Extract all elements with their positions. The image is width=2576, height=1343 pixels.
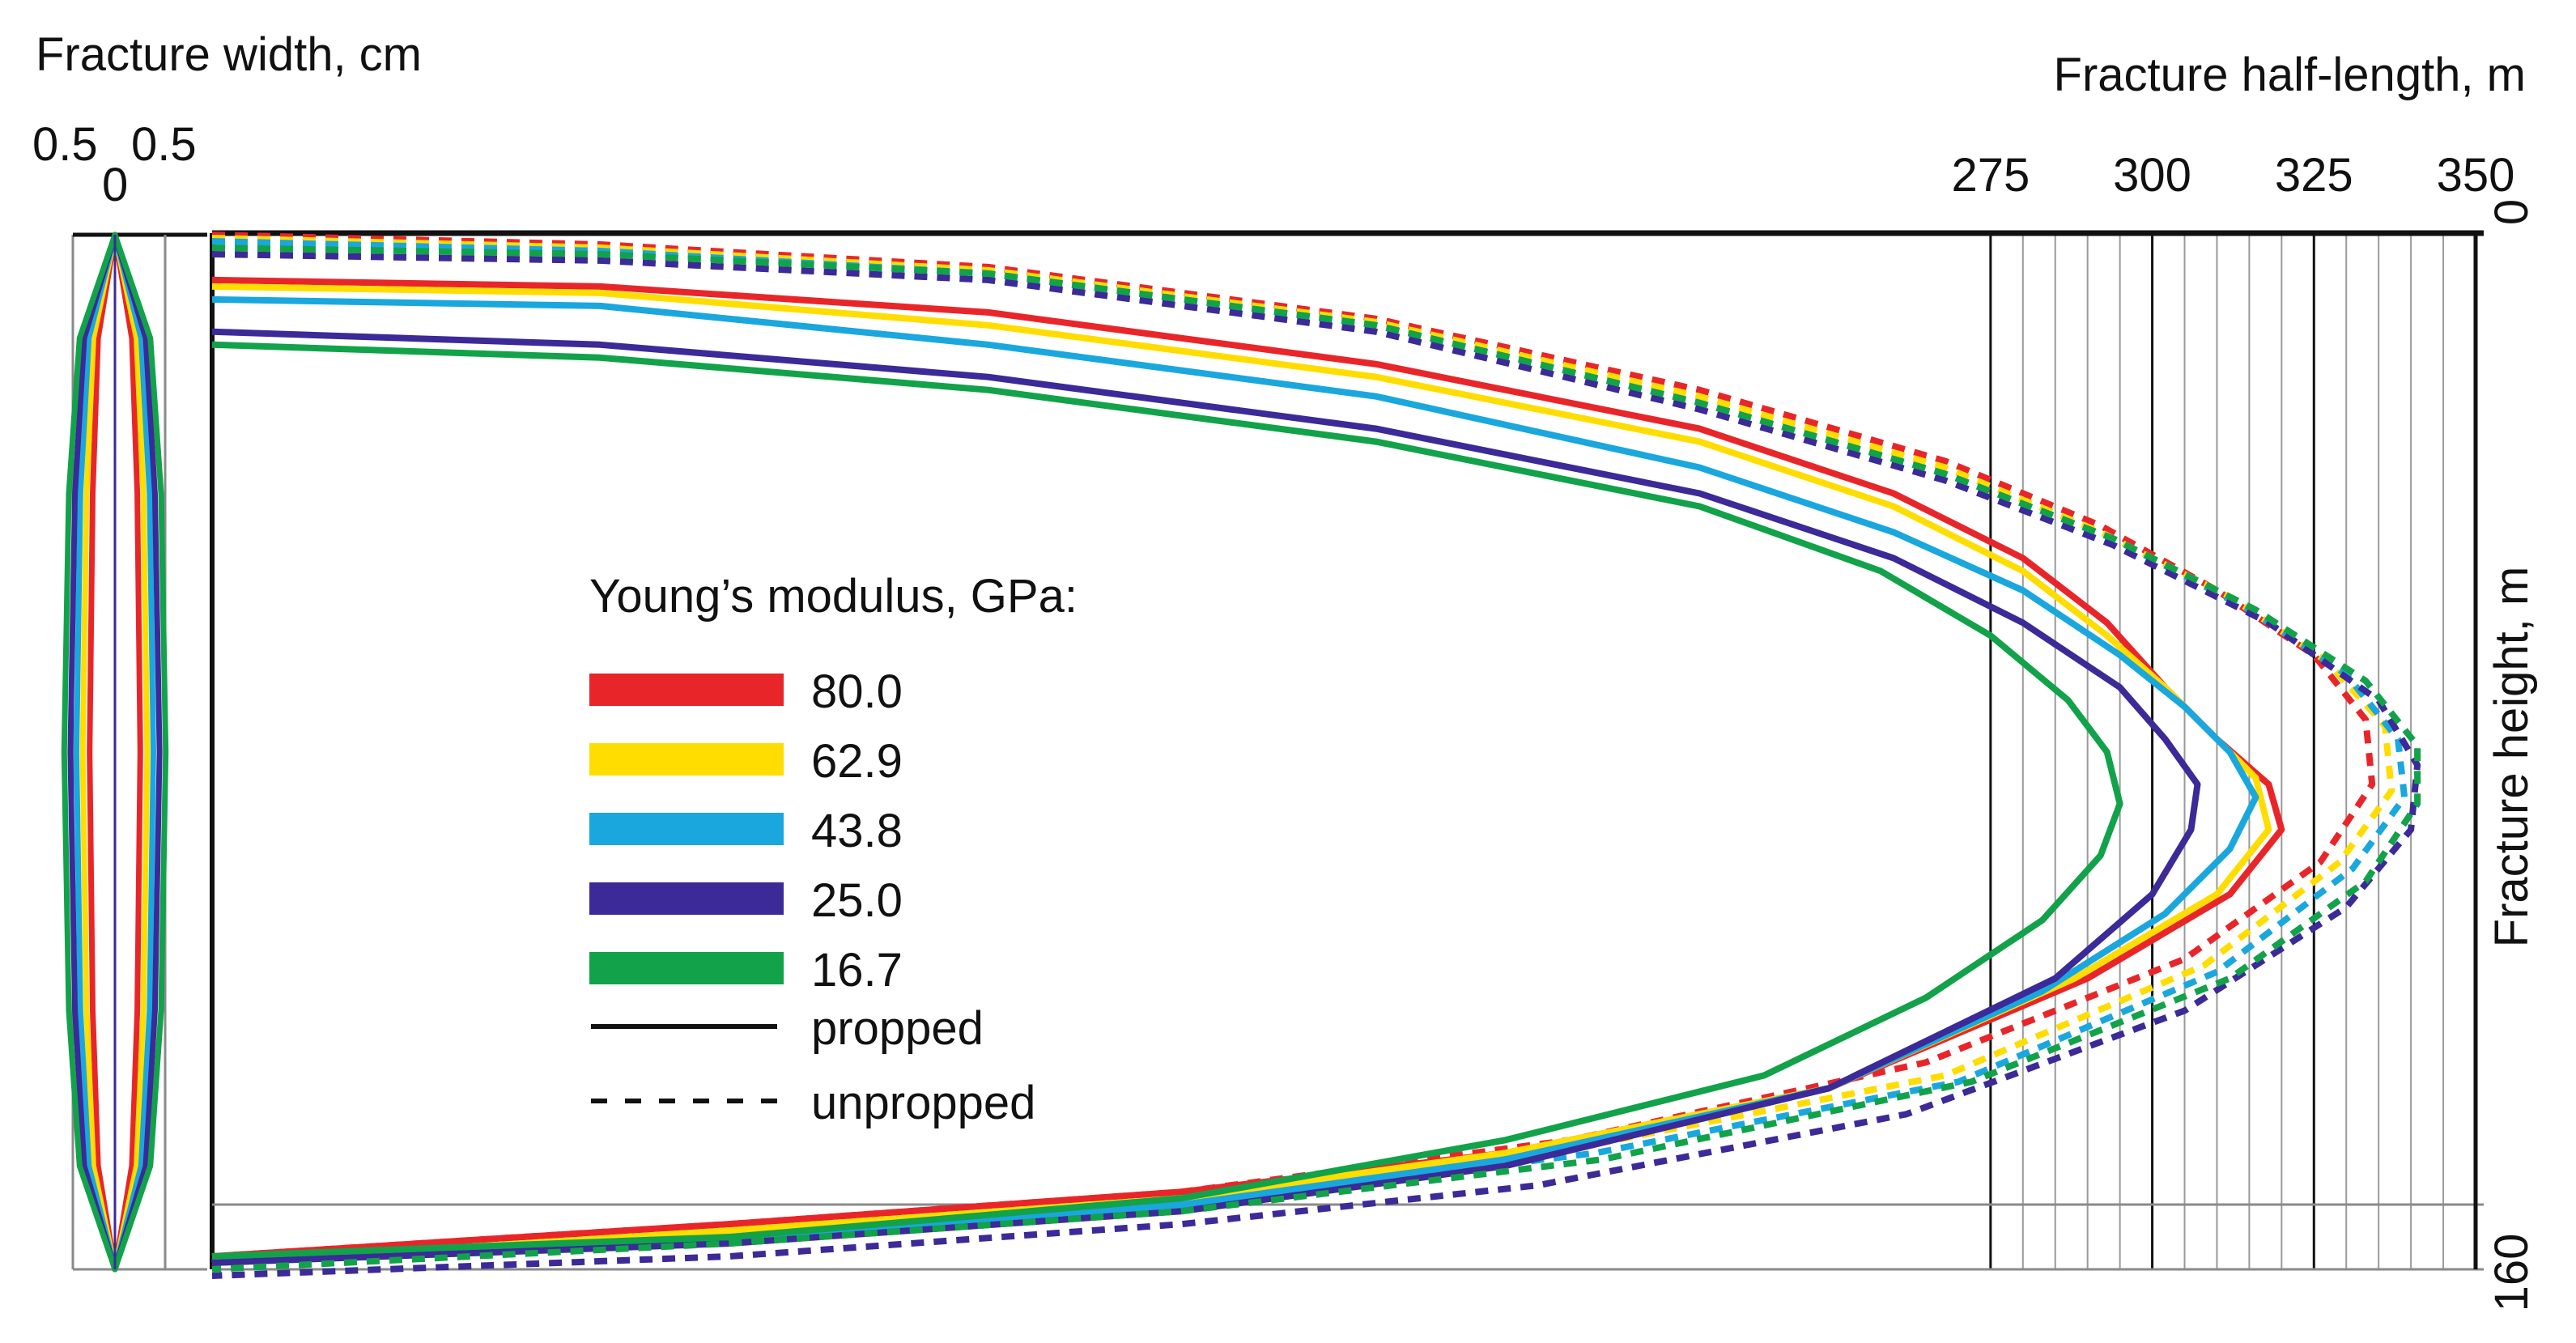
legend-label-80.0: 80.0 bbox=[811, 665, 903, 718]
x-tick-labels: 275 300 325 350 bbox=[1951, 149, 2514, 202]
y-tick-0: 0 bbox=[2485, 199, 2538, 225]
legend-swatch-25.0 bbox=[589, 882, 784, 915]
legend-swatch-62.9 bbox=[589, 743, 784, 776]
series-80.0-unpropped bbox=[211, 232, 2376, 1260]
x-axis-label: Fracture half-length, m bbox=[2054, 49, 2526, 101]
series-lines bbox=[211, 232, 2421, 1279]
series-43.8-propped bbox=[211, 295, 2259, 1266]
width-tick-right: 0.5 bbox=[131, 118, 197, 171]
width-profiles bbox=[61, 232, 169, 1273]
legend: Young’s modulus, GPa: 80.0 62.9 43.8 25.0 16… bbox=[589, 570, 1078, 1129]
legend-swatch-16.7 bbox=[589, 952, 784, 984]
legend-title: Young’s modulus, GPa: bbox=[589, 570, 1078, 623]
x-tick-label-325: 325 bbox=[2275, 149, 2353, 202]
legend-label-16.7: 16.7 bbox=[811, 944, 903, 997]
legend-label-62.9: 62.9 bbox=[811, 735, 903, 788]
main-grid bbox=[1989, 235, 2477, 1269]
series-25.0-unpropped bbox=[211, 251, 2421, 1279]
x-tick-label-300: 300 bbox=[2113, 149, 2191, 202]
legend-swatch-43.8 bbox=[589, 813, 784, 845]
series-16.7-unpropped bbox=[211, 244, 2421, 1273]
legend-swatch-80.0 bbox=[589, 674, 784, 706]
legend-label-43.8: 43.8 bbox=[811, 805, 903, 857]
y-tick-160: 160 bbox=[2485, 1234, 2538, 1312]
legend-unpropped-label: unpropped bbox=[811, 1077, 1035, 1129]
series-62.9-unpropped bbox=[211, 235, 2395, 1266]
width-axis-label: Fracture width, cm bbox=[36, 28, 422, 81]
series-43.8-unpropped bbox=[211, 238, 2408, 1266]
width-tick-left: 0.5 bbox=[32, 118, 98, 171]
series-62.9-propped bbox=[211, 283, 2272, 1266]
legend-propped-label: propped bbox=[811, 1002, 984, 1055]
width-tick-zero: 0 bbox=[102, 159, 128, 211]
legend-label-25.0: 25.0 bbox=[811, 874, 903, 927]
legend-entries: 80.0 62.9 43.8 25.0 16.7 bbox=[589, 665, 903, 997]
series-25.0-propped bbox=[211, 328, 2201, 1266]
series-16.7-propped bbox=[211, 341, 2123, 1260]
x-tick-label-275: 275 bbox=[1951, 149, 2030, 202]
x-tick-label-350: 350 bbox=[2437, 149, 2515, 202]
y-axis-label: Fracture height, m bbox=[2485, 567, 2538, 948]
